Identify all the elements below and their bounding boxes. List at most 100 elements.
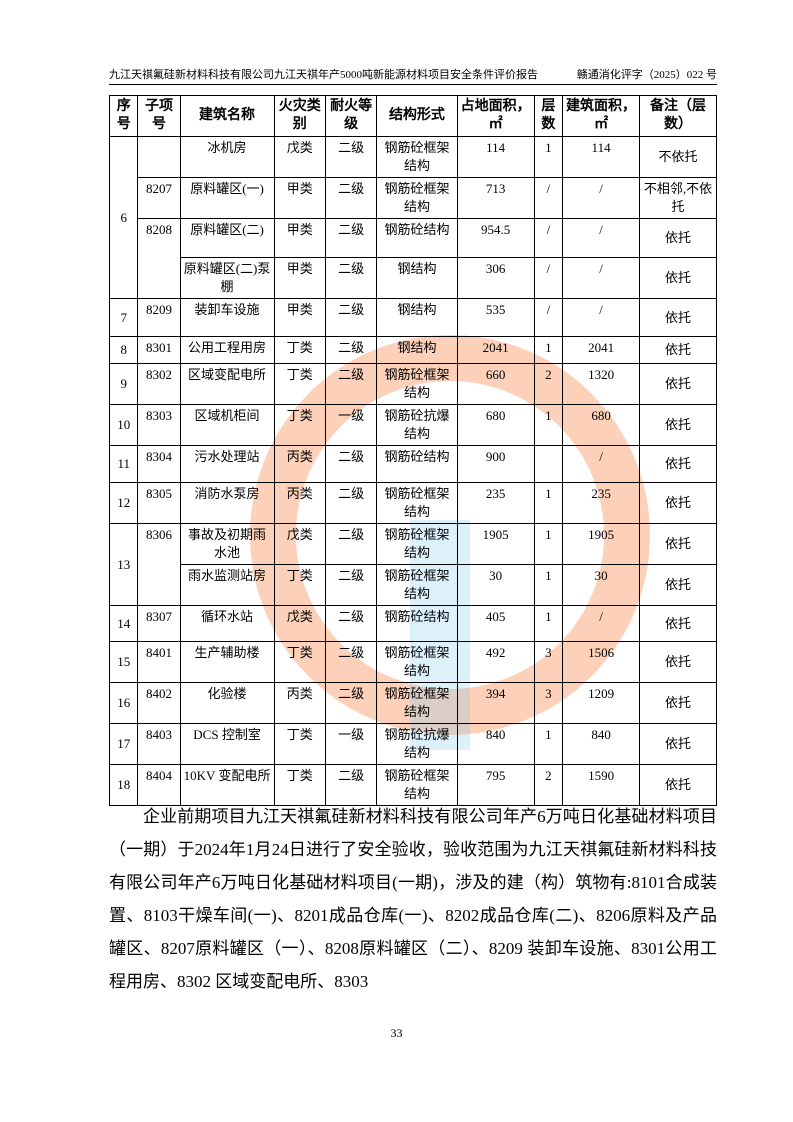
cell-floors: 1 [533, 564, 564, 606]
cell-struct: 钢筋砼框架结构 [376, 641, 458, 683]
cell-floors: 1 [533, 523, 564, 565]
cell-grade: 一级 [324, 404, 378, 446]
cell-grade: 二级 [324, 641, 378, 683]
running-header: 九江天祺氟硅新材料科技有限公司九江天祺年产5000吨新能源材料项目安全条件评价报… [109, 66, 717, 85]
cell-floors: / [533, 218, 564, 258]
cell-floors: / [533, 257, 564, 299]
cell-grade: 二级 [324, 764, 378, 806]
table-row: 15 8401 生产辅助楼 丁类 二级 钢筋砼框架结构 492 3 1506 依托 [108, 641, 717, 683]
building-table: 序号 子项号 建筑名称 火灾类别 耐火等级 结构形式 占地面积，㎡ 层数 建筑面积，㎡ 备注（层数… [108, 95, 717, 806]
cell-note: 依托 [639, 298, 717, 337]
table-row: 18 8404 10KV 变配电所 丁类 二级 钢筋砼框架结构 795 2 1590 依托 [108, 764, 717, 806]
cell-struct: 钢筋砼抗爆结构 [376, 723, 458, 765]
table-row: 10 8303 区域机柜间 丁类 一级 钢筋砼抗爆结构 680 1 680 依托 [108, 404, 717, 446]
table-row: 13 8306 事故及初期雨水池 戊类 二级 钢筋砼框架结构 1905 1 1905 依托 [108, 523, 717, 606]
cell-grade: 二级 [324, 445, 378, 483]
cell-name: 区域变配电所 [179, 363, 275, 405]
cell-struct: 钢筋砼抗爆结构 [376, 404, 458, 446]
cell-note: 依托 [639, 682, 717, 724]
cell-name: 化验楼 [179, 682, 275, 724]
cell-sub: 8302 [137, 363, 181, 405]
cell-floors: / [533, 177, 564, 219]
cell-floors: 2 [533, 764, 564, 806]
cell-note: 不依托 [639, 136, 717, 178]
table-row: 原料罐区(二)泵棚 甲类 二级 钢结构 306// 依托 [110, 257, 717, 299]
cell-fire: 甲类 [273, 218, 326, 258]
column-header: 子项号 [137, 95, 181, 137]
table-row: 17 8403 DCS 控制室 丁类 一级 钢筋砼抗爆结构 840 1 840 依托 [108, 723, 717, 765]
cell-grade: 二级 [324, 136, 378, 178]
page-number: 33 [390, 1026, 403, 1040]
cell-barea: 114 [562, 136, 641, 178]
cell-name: 冰机房 [179, 136, 275, 178]
cell-barea: / [562, 605, 641, 642]
cell-barea: 840 [562, 723, 641, 765]
cell-floors: 1 [533, 336, 564, 364]
cell-fire: 甲类 [273, 257, 326, 299]
cell-barea: 1506 [562, 641, 641, 683]
cell-floors: 1 [533, 723, 564, 765]
cell-floors: 3 [533, 641, 564, 683]
cell-area: 713 [456, 177, 535, 219]
cell-note: 依托 [639, 363, 717, 405]
cell-area: 954.5 [456, 218, 535, 258]
cell-note: 依托 [639, 445, 717, 483]
cell-sub: 8306 [137, 523, 181, 606]
cell-barea: 1905 [562, 523, 641, 565]
cell-sub: 8303 [137, 404, 181, 446]
cell-fire: 丙类 [273, 445, 326, 483]
cell-grade: 一级 [324, 723, 378, 765]
cell-fire: 丁类 [273, 723, 326, 765]
table-row: 雨水监测站房 丁类 二级 钢筋砼框架结构 30 1 30 依托 [110, 564, 717, 606]
cell-sub: 8207 [137, 177, 181, 219]
table-row: 12 8305 消防水泵房 丙类 二级 钢筋砼框架结构 235 1 235 依托 [108, 482, 717, 524]
cell-struct: 钢筋砼框架结构 [376, 482, 458, 524]
cell-barea: 235 [562, 482, 641, 524]
cell-grade: 二级 [324, 564, 378, 606]
cell-fire: 丁类 [273, 564, 326, 606]
cell-area: 2041 [456, 336, 535, 364]
cell-area: 114 [456, 136, 535, 178]
table-row: 11 8304 污水处理站 丙类 二级 钢筋砼结构 900 /依托 [108, 445, 717, 483]
cell-seq: 7 [108, 298, 139, 337]
cell-barea: 1209 [562, 682, 641, 724]
cell-floors: 1 [533, 136, 564, 178]
cell-name: 雨水监测站房 [179, 564, 275, 606]
cell-grade: 二级 [324, 298, 378, 337]
cell-note: 依托 [639, 404, 717, 446]
cell-note: 不相邻,不依托 [639, 177, 717, 219]
column-header: 序号 [108, 95, 139, 137]
cell-name: 10KV 变配电所 [179, 764, 275, 806]
table-row: 8 8301 公用工程用房 丁类 二级 钢结构 2041 1 2041 依托 [108, 336, 717, 364]
cell-grade: 二级 [324, 218, 378, 258]
cell-note: 依托 [639, 218, 717, 258]
cell-fire: 丁类 [273, 363, 326, 405]
cell-seq: 18 [108, 764, 139, 806]
column-header: 占地面积，㎡ [456, 95, 535, 137]
cell-name: 装卸车设施 [179, 298, 275, 337]
cell-barea: 1320 [562, 363, 641, 405]
cell-struct: 钢筋砼框架结构 [376, 136, 458, 178]
cell-area: 795 [456, 764, 535, 806]
cell-sub: 8401 [137, 641, 181, 683]
cell-seq: 6 [108, 136, 139, 299]
header-title: 九江天祺氟硅新材料科技有限公司九江天祺年产5000吨新能源材料项目安全条件评价报… [109, 69, 538, 81]
cell-name: DCS 控制室 [179, 723, 275, 765]
cell-sub: 8304 [137, 445, 181, 483]
cell-seq: 13 [108, 523, 139, 606]
cell-floors: 1 [533, 482, 564, 524]
cell-barea: / [562, 445, 641, 483]
table-header-row: 序号 子项号 建筑名称 火灾类别 耐火等级 结构形式 占地面积，㎡ 层数 建筑面积，㎡ 备注（层数… [108, 95, 717, 137]
table-row: 16 8402 化验楼 丙类 二级 钢筋砼框架结构 394 3 1209 依托 [108, 682, 717, 724]
cell-grade: 二级 [324, 682, 378, 724]
column-header: 层数 [533, 95, 564, 137]
cell-name: 原料罐区(二)泵棚 [179, 257, 275, 299]
table-row: 8207 原料罐区(一) 甲类 二级 钢筋砼框架结构 713// 不相邻,不依托 [110, 177, 717, 219]
cell-note: 依托 [639, 764, 717, 806]
cell-area: 680 [456, 404, 535, 446]
cell-area: 492 [456, 641, 535, 683]
cell-fire: 甲类 [273, 298, 326, 337]
cell-sub: 8305 [137, 482, 181, 524]
cell-seq: 12 [108, 482, 139, 524]
cell-area: 235 [456, 482, 535, 524]
